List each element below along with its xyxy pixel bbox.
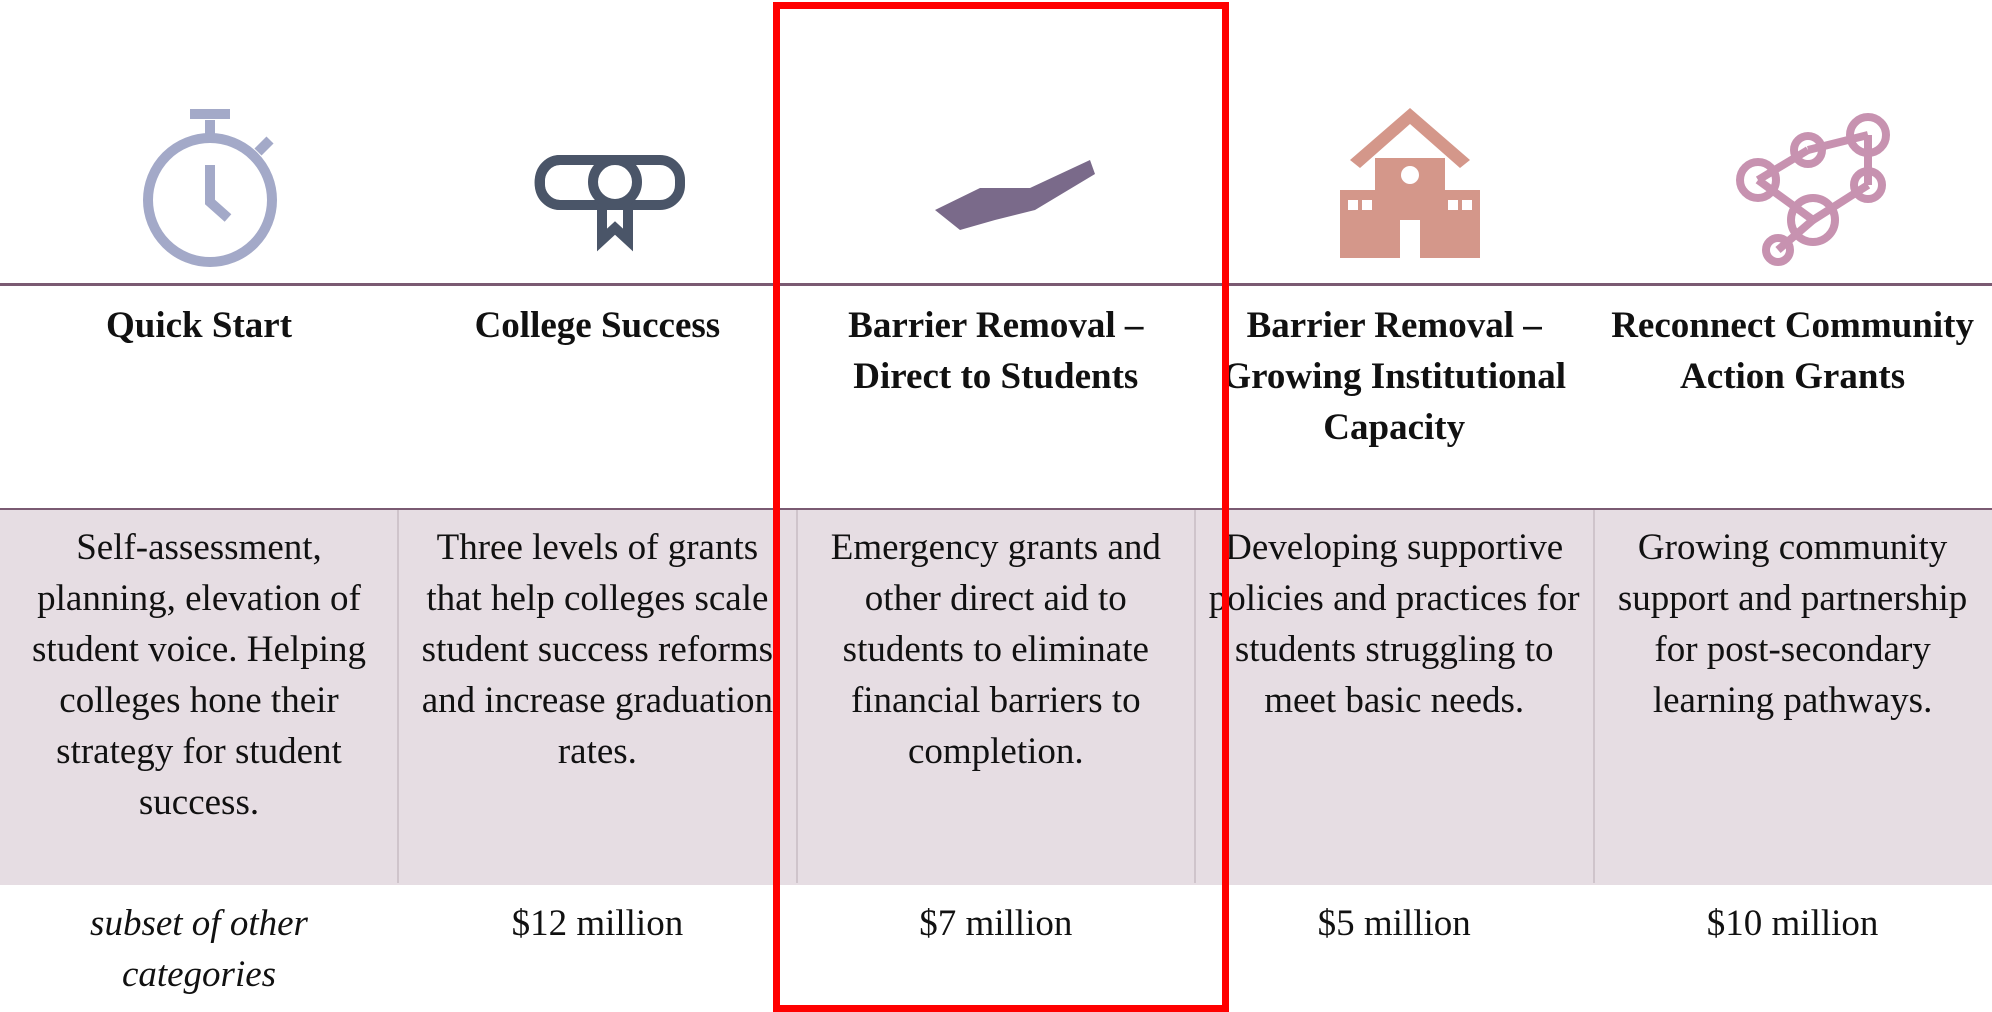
stopwatch-icon [143, 109, 277, 267]
column-funding: subset of other categories [90, 903, 308, 995]
description-band [0, 508, 1992, 885]
column-title: Reconnect Community Action Grants [1611, 305, 1974, 397]
highlight-box [773, 2, 1229, 1012]
column-funding: $5 million [1317, 903, 1471, 944]
school-icon [1340, 108, 1480, 258]
column-divider [1194, 510, 1197, 883]
column-description: Emergency grants and other direct aid to… [830, 527, 1161, 772]
column-funding: $10 million [1706, 903, 1879, 944]
header-rule [0, 283, 1992, 286]
column-title: Quick Start [105, 305, 293, 346]
hand-icon [935, 160, 1095, 230]
column-title: Barrier Removal – Growing Institutional … [1222, 305, 1567, 448]
column-funding: $12 million [511, 903, 684, 944]
column-divider [1592, 510, 1595, 883]
column-funding: $7 million [919, 903, 1073, 944]
column-title: College Success [474, 305, 721, 346]
column-description: Three levels of grants that help college… [421, 527, 774, 772]
column-divider [795, 510, 798, 883]
diploma-icon [534, 155, 685, 252]
column-description: Self-assessment, planning, elevation of … [32, 527, 366, 823]
column-description: Developing supportive policies and pract… [1208, 527, 1580, 721]
network-icon [1736, 113, 1890, 266]
column-description: Growing community support and partnershi… [1617, 527, 1968, 721]
column-title: Barrier Removal – Direct to Students [848, 305, 1144, 397]
column-divider [397, 510, 400, 883]
